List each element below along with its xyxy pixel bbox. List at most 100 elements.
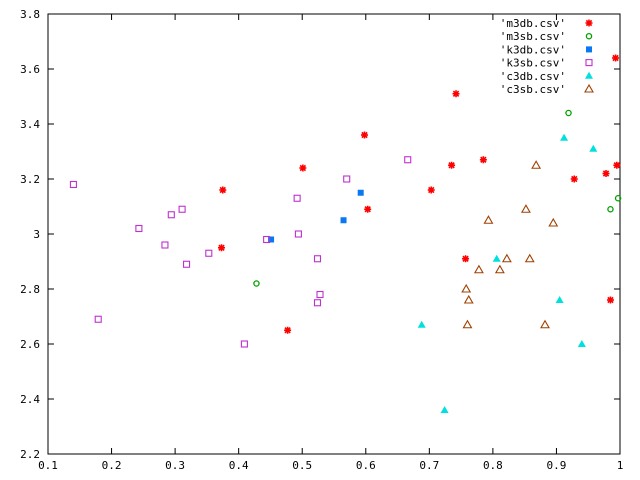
legend-label: 'k3sb.csv' bbox=[500, 57, 566, 70]
series-3 bbox=[69, 156, 412, 348]
data-point bbox=[205, 249, 213, 257]
x-tick-label: 0.2 bbox=[102, 459, 122, 472]
data-point bbox=[218, 244, 226, 252]
legend-marker bbox=[585, 59, 593, 67]
legend: 'm3db.csv''m3sb.csv''k3db.csv''k3sb.csv'… bbox=[500, 17, 594, 96]
data-point bbox=[299, 164, 307, 172]
x-tick-label: 0.6 bbox=[356, 459, 376, 472]
data-point bbox=[219, 186, 227, 194]
data-point bbox=[520, 204, 531, 213]
x-tick-label: 0.3 bbox=[165, 459, 185, 472]
data-point bbox=[492, 254, 501, 262]
data-point bbox=[161, 241, 169, 249]
data-point bbox=[452, 90, 460, 98]
data-point bbox=[501, 253, 512, 263]
y-tick-label: 2.6 bbox=[20, 338, 40, 351]
data-point bbox=[357, 189, 364, 196]
y-tick-label: 3.4 bbox=[20, 118, 40, 131]
data-point bbox=[284, 326, 292, 334]
data-point bbox=[614, 194, 622, 202]
data-points bbox=[69, 54, 622, 413]
y-tick-label: 2.4 bbox=[20, 393, 40, 406]
legend-label: 'c3db.csv' bbox=[500, 70, 566, 83]
data-point bbox=[462, 319, 473, 329]
data-point bbox=[461, 283, 472, 293]
data-point bbox=[570, 175, 578, 183]
data-point bbox=[589, 144, 598, 152]
data-point bbox=[531, 160, 542, 169]
data-point bbox=[253, 280, 260, 287]
data-point bbox=[560, 133, 569, 141]
data-point bbox=[263, 235, 271, 244]
data-point bbox=[577, 340, 586, 347]
series-4 bbox=[417, 133, 598, 413]
series-5 bbox=[461, 160, 559, 329]
legend-marker bbox=[584, 83, 594, 93]
y-tick-label: 2.8 bbox=[20, 283, 40, 296]
data-point bbox=[316, 290, 324, 299]
legend-label: 'k3db.csv' bbox=[500, 43, 566, 56]
data-point bbox=[167, 211, 175, 219]
data-point bbox=[313, 255, 322, 263]
data-point bbox=[463, 294, 474, 304]
data-point bbox=[293, 194, 301, 202]
data-point bbox=[555, 296, 564, 303]
data-point bbox=[548, 217, 559, 227]
data-point bbox=[343, 175, 351, 183]
data-point bbox=[483, 215, 494, 224]
series-2 bbox=[268, 189, 364, 243]
x-tick-label: 1 bbox=[617, 459, 624, 472]
data-point bbox=[540, 319, 550, 329]
data-point bbox=[240, 340, 248, 348]
y-tick-label: 3.8 bbox=[20, 8, 40, 21]
data-point bbox=[427, 186, 435, 194]
data-point bbox=[524, 253, 535, 263]
legend-label: 'm3db.csv' bbox=[500, 17, 566, 30]
data-point bbox=[494, 264, 505, 274]
data-point bbox=[462, 255, 470, 263]
data-point bbox=[294, 230, 302, 238]
data-point bbox=[313, 299, 322, 307]
data-point bbox=[361, 131, 369, 139]
data-point bbox=[340, 217, 347, 224]
data-point bbox=[473, 264, 484, 274]
data-point bbox=[404, 156, 412, 164]
data-point bbox=[69, 180, 77, 189]
x-tick-label: 0.7 bbox=[419, 459, 439, 472]
data-point bbox=[440, 406, 449, 413]
x-tick-label: 0.1 bbox=[38, 459, 58, 472]
y-tick-label: 3 bbox=[33, 228, 40, 241]
data-point bbox=[606, 296, 614, 304]
axes: 0.1 0.2 0.3 0.4 0.5 0.6 0.7 0.8 0.9 1 2.2 2.4 2.6 2.8… bbox=[20, 8, 623, 472]
data-point bbox=[602, 170, 610, 177]
data-point bbox=[612, 54, 620, 62]
x-tick-label: 0.9 bbox=[547, 459, 567, 472]
legend-marker bbox=[585, 19, 593, 27]
legend-label: 'm3sb.csv' bbox=[500, 30, 566, 43]
series-0 bbox=[218, 54, 621, 334]
legend-label: 'c3sb.csv' bbox=[500, 83, 566, 96]
x-tick-label: 0.5 bbox=[292, 459, 312, 472]
data-point bbox=[268, 236, 275, 243]
data-point bbox=[135, 224, 143, 233]
x-tick-label: 0.8 bbox=[483, 459, 503, 472]
series-1 bbox=[253, 109, 622, 287]
y-tick-label: 2.2 bbox=[20, 448, 40, 461]
data-point bbox=[94, 315, 102, 323]
data-point bbox=[479, 156, 487, 164]
legend-marker bbox=[585, 71, 593, 79]
data-point bbox=[417, 320, 426, 328]
x-tick-label: 0.4 bbox=[229, 459, 249, 472]
data-point bbox=[613, 161, 621, 169]
legend-marker bbox=[586, 46, 592, 53]
data-point bbox=[178, 205, 186, 213]
y-tick-label: 3.2 bbox=[20, 173, 40, 186]
y-tick-label: 3.6 bbox=[20, 63, 40, 76]
legend-marker bbox=[585, 32, 593, 40]
data-point bbox=[448, 161, 456, 169]
data-point bbox=[364, 205, 372, 213]
data-point bbox=[565, 109, 572, 117]
data-point bbox=[607, 205, 614, 213]
data-point bbox=[183, 260, 191, 268]
